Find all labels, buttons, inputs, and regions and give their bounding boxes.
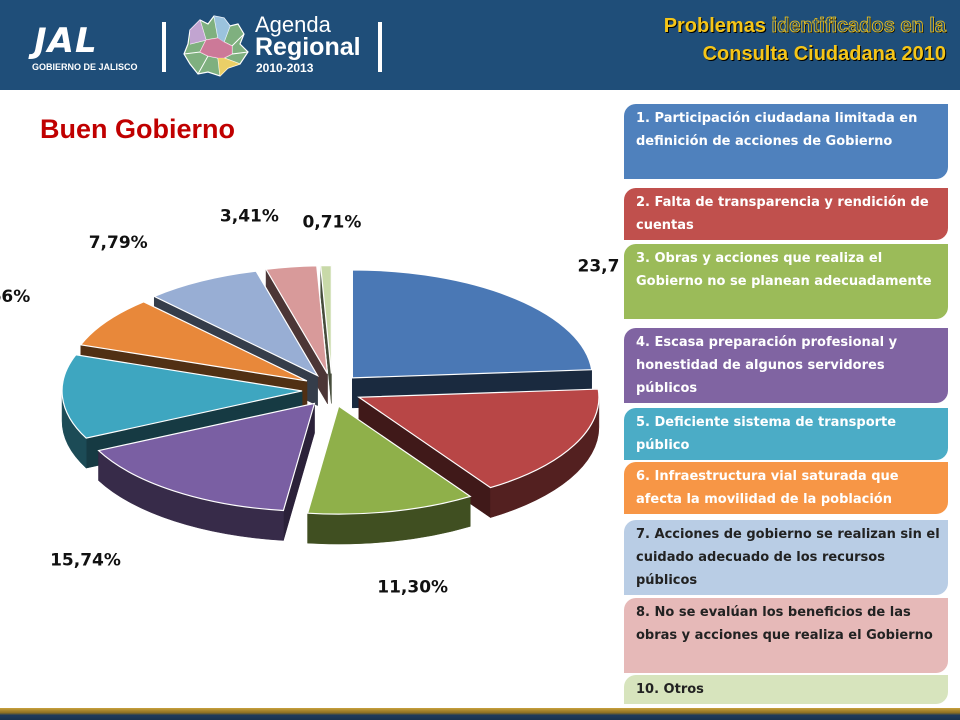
header-title-line2: Consulta Ciudadana 2010 [702, 43, 946, 65]
legend-item-2: 2. Falta de transparencia y rendición de… [624, 188, 948, 240]
legend-item-8: 8. No se evalúan los beneficios de las o… [624, 598, 948, 673]
logo-text: JAL [34, 21, 98, 61]
pie-slice-3-top [306, 405, 472, 515]
legend-item-6: 6. Infraestructura vial saturada que afe… [624, 462, 948, 514]
pie-slice-8-top [265, 265, 329, 374]
pie-slice-4 [97, 402, 316, 541]
pie-chart: 23,79%16,98%11,30%15,74%12,63%7,66%7,79%… [0, 206, 620, 597]
agenda-years: 2010-2013 [256, 61, 314, 75]
data-label-8: 3,41% [220, 206, 279, 226]
data-label-7: 7,79% [89, 233, 148, 253]
footer-bar [0, 708, 960, 720]
data-label-4: 15,74% [50, 550, 121, 570]
divider-right [378, 22, 382, 72]
jalisco-logo: JAL GOBIERNO DE JALISCO [30, 18, 145, 80]
pie-slice-2-top [357, 388, 600, 489]
pie-slice-4-top [97, 402, 316, 512]
jalisco-map-icon [183, 15, 249, 77]
data-label-3: 11,30% [377, 577, 448, 597]
pie-slice-1 [351, 269, 593, 409]
data-label-1: 23,79% [577, 257, 620, 277]
header-title: Problemas identificados en la Consulta C… [663, 12, 947, 68]
header-title-part1: Problemas [663, 15, 766, 37]
data-label-9: 0,71% [302, 213, 361, 233]
divider-left [162, 22, 166, 72]
pie-slice-6-top [79, 301, 308, 382]
legend-item-1: 1. Participación ciudadana limitada en d… [624, 104, 948, 179]
pie-slice-1-top [351, 269, 593, 379]
pie-slice-5-top [61, 354, 303, 439]
legend-item-3: 3. Obras y acciones que realiza el Gobie… [624, 244, 948, 319]
legend-item-7: 7. Acciones de gobierno se realizan sin … [624, 520, 948, 595]
header-bar [0, 0, 960, 90]
page-subtitle: Buen Gobierno [40, 114, 235, 144]
pie-slice-3 [306, 405, 472, 545]
legend-item-5: 5. Deficiente sistema de transporte públ… [624, 408, 948, 460]
legend-item-9: 10. Otros [624, 675, 948, 704]
pie-slice-7-top [152, 270, 320, 377]
legend-item-4: 4. Escasa preparación profesional y hone… [624, 328, 948, 403]
agenda-title-line2: Regional [255, 33, 361, 61]
header-title-part2: identificados en la [765, 15, 946, 38]
pie-slice-9 [319, 264, 332, 404]
pie-slice-9-top [319, 264, 332, 374]
logo-subtext: GOBIERNO DE JALISCO [32, 62, 138, 72]
agenda-title-line1: Agenda [255, 12, 331, 37]
data-label-6: 7,66% [0, 287, 30, 307]
